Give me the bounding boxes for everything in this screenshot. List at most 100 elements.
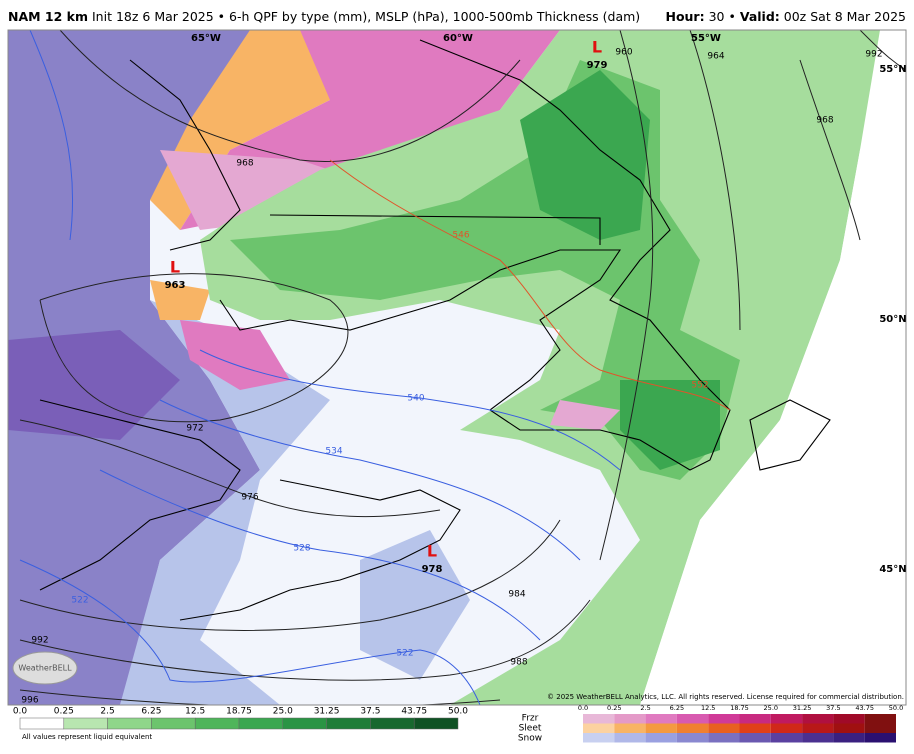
coast xyxy=(219,39,731,471)
precip-type-label: Sleet xyxy=(519,724,542,734)
thickness-label: 534 xyxy=(325,447,342,457)
map-frame xyxy=(7,29,907,706)
thickness-label: 540 xyxy=(407,394,424,404)
rain-tick-label: 0.25 xyxy=(54,707,74,717)
type-color-swatch xyxy=(614,714,646,724)
type-tick-label: 6.25 xyxy=(670,704,684,712)
type-color-swatch xyxy=(676,714,709,724)
coast xyxy=(179,479,461,621)
isobar-label: 968 xyxy=(236,159,253,169)
type-color-swatch xyxy=(739,723,771,733)
thickness-lines xyxy=(19,30,731,705)
rain-tick-label: 25.0 xyxy=(273,707,293,717)
rain-color-swatch xyxy=(370,717,415,730)
type-tick-label: 50.0 xyxy=(889,704,903,712)
type-color-swatch xyxy=(645,723,677,733)
coast xyxy=(39,399,241,591)
isobar-label: 984 xyxy=(508,590,525,600)
frzr-mod xyxy=(180,320,290,390)
longitude-label: 60°W xyxy=(443,33,473,44)
logo-badge xyxy=(12,651,78,685)
snow-mod xyxy=(8,330,180,440)
isobar-label: 996 xyxy=(21,696,38,706)
rain-heavy xyxy=(620,380,720,470)
header-left: NAM 12 km Init 18z 6 Mar 2025 • 6-h QPF … xyxy=(8,9,640,24)
isobar-label: 964 xyxy=(707,52,724,62)
type-color-swatch xyxy=(645,733,677,743)
isobar-label: 992 xyxy=(31,636,48,646)
type-tick-label: 2.5 xyxy=(640,704,650,712)
type-tick-label: 37.5 xyxy=(826,704,840,712)
type-tick-label: 12.5 xyxy=(701,704,715,712)
type-color-swatch xyxy=(864,733,896,743)
precip-type-label: Frzr xyxy=(522,714,539,724)
border xyxy=(269,214,601,245)
coast xyxy=(129,59,241,251)
type-tick-label: 0.0 xyxy=(578,704,588,712)
rain-tick-label: 31.25 xyxy=(314,707,340,717)
frzr-light xyxy=(160,150,360,230)
latitude-label: 55°N xyxy=(879,64,906,75)
rain-color-swatch xyxy=(151,717,196,730)
type-color-swatch xyxy=(739,714,771,724)
latitude-label: 45°N xyxy=(879,564,906,575)
rain-tick-label: 2.5 xyxy=(100,707,114,717)
rain-color-swatch xyxy=(238,717,284,730)
type-color-swatch xyxy=(708,714,740,724)
rain-color-swatch xyxy=(194,717,240,730)
type-tick-label: 0.25 xyxy=(607,704,621,712)
valid-label: Valid: xyxy=(740,9,780,24)
rain-tick-label: 18.75 xyxy=(226,707,252,717)
type-color-swatch xyxy=(833,723,865,733)
rain-color-swatch xyxy=(282,717,327,730)
type-color-swatch xyxy=(833,733,865,743)
type-color-swatch xyxy=(833,714,865,724)
type-color-swatch xyxy=(802,714,834,724)
type-color-swatch xyxy=(583,714,615,724)
rain-heavy xyxy=(520,70,650,240)
rain-tick-label: 12.5 xyxy=(185,707,205,717)
type-color-swatch xyxy=(864,714,896,724)
type-tick-label: 43.75 xyxy=(855,704,874,712)
isobar-label: 992 xyxy=(865,50,882,60)
hour: 30 xyxy=(709,9,725,24)
type-color-swatch xyxy=(802,723,834,733)
type-color-swatch xyxy=(614,723,646,733)
type-color-swatch xyxy=(614,733,646,743)
type-color-swatch xyxy=(770,714,803,724)
snow-light xyxy=(120,300,330,705)
isobar-label: 988 xyxy=(510,658,527,668)
type-color-swatch xyxy=(676,733,709,743)
latitude-label: 50°N xyxy=(879,314,906,325)
low-pressure: 963 xyxy=(165,280,186,291)
thickness-label: 522 xyxy=(71,596,88,606)
valid-time: 00z Sat 8 Mar 2025 xyxy=(784,9,906,24)
low-pressure: 978 xyxy=(422,564,443,575)
type-color-swatch xyxy=(864,723,896,733)
rain-tick-label: 50.0 xyxy=(448,707,468,717)
type-color-swatch xyxy=(802,733,834,743)
type-tick-label: 25.0 xyxy=(764,704,778,712)
logo: WeatherBELL xyxy=(18,664,72,673)
thickness-label: 528 xyxy=(293,544,310,554)
rain-tick-label: 43.75 xyxy=(401,707,427,717)
thickness-label: 546 xyxy=(452,231,469,241)
rain-color-swatch xyxy=(413,717,459,730)
rain-color-swatch xyxy=(63,717,108,730)
isobar-label: 972 xyxy=(186,424,203,434)
rain-tick-label: 6.25 xyxy=(141,707,161,717)
low-symbol: L xyxy=(170,258,180,277)
type-color-swatch xyxy=(770,723,803,733)
map-body xyxy=(8,30,906,705)
snow-light xyxy=(360,530,470,680)
low-pressure: 979 xyxy=(587,60,608,71)
legend-note: All values represent liquid equivalent xyxy=(22,733,152,741)
longitude-label: 65°W xyxy=(191,33,221,44)
longitude-label: 55°W xyxy=(691,33,721,44)
separator: • xyxy=(728,9,735,24)
copyright: © 2025 WeatherBELL Analytics, LLC. All r… xyxy=(547,693,904,701)
coastlines xyxy=(39,39,831,621)
description: Init 18z 6 Mar 2025 • 6-h QPF by type (m… xyxy=(92,9,640,24)
type-tick-label: 31.25 xyxy=(793,704,812,712)
